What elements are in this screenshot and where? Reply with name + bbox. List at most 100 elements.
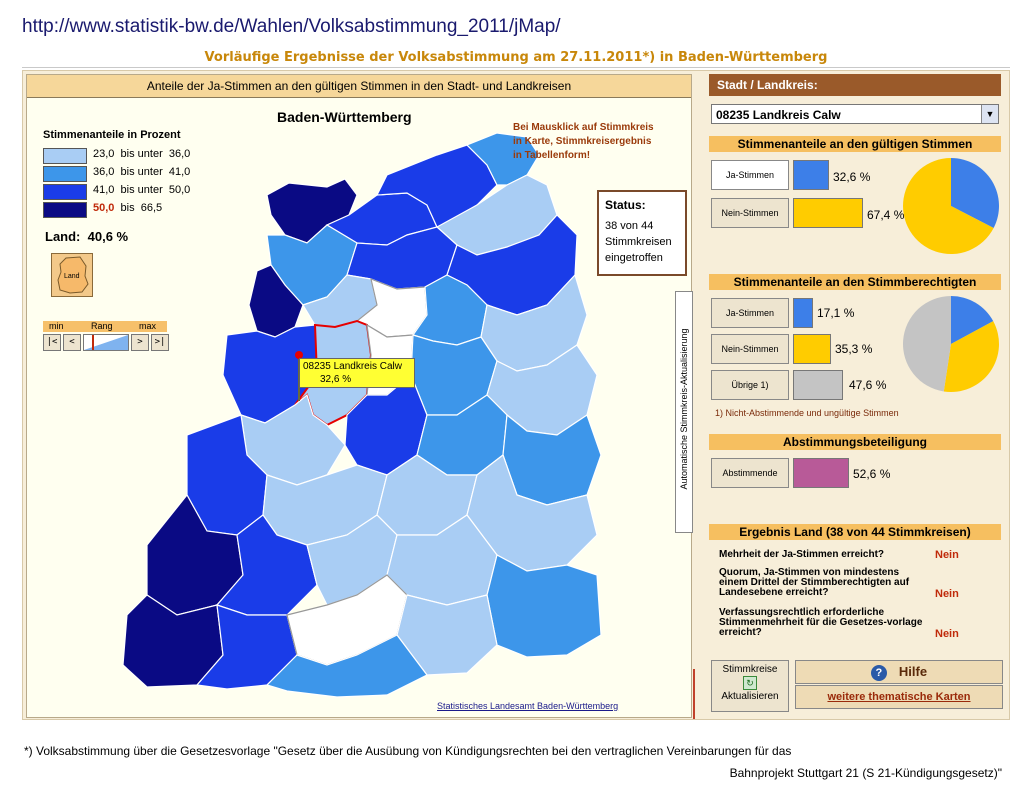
refresh-icon: ↻	[743, 676, 757, 690]
legend-from: 23,0	[93, 148, 115, 160]
map-panel-title: Anteile der Ja-Stimmen an den gültigen S…	[27, 75, 691, 98]
rank-max-label: max	[139, 321, 157, 331]
legend-to: 41,0	[168, 166, 191, 178]
legend-sep: bis unter	[120, 148, 163, 160]
result-answer: Nein	[935, 549, 959, 561]
section-valid-votes: Stimmenanteile an den gültigen Stimmen	[709, 136, 1001, 152]
result-question: Quorum, Ja-Stimmen von mindestens einem …	[719, 567, 910, 598]
rank-last-button[interactable]: >|	[151, 334, 169, 351]
choropleth-map[interactable]	[27, 75, 691, 717]
valid-yes-bar	[793, 160, 829, 190]
status-line: 38 von 44	[605, 220, 654, 232]
no-votes-button[interactable]: Nein-Stimmen	[711, 198, 789, 228]
legend-from: 41,0	[93, 184, 115, 196]
rank-first-button[interactable]: |<	[43, 334, 61, 351]
other-votes-button[interactable]: Übrige 1)	[711, 370, 789, 400]
land-map-icon[interactable]: Land	[51, 253, 93, 297]
rank-slider-thumb	[92, 335, 94, 350]
eligible-yes-bar	[793, 298, 813, 328]
legend-sep: bis	[120, 202, 135, 214]
pie-slice	[903, 296, 951, 392]
hint-line: in Tabellenform!	[513, 150, 591, 161]
result-question: Mehrheit der Ja-Stimmen erreicht?	[719, 549, 885, 560]
legend-from: 50,0	[93, 202, 115, 214]
legend-swatch	[43, 166, 87, 182]
map-panel: Anteile der Ja-Stimmen an den gültigen S…	[26, 74, 693, 718]
eligible-no-bar	[793, 334, 831, 364]
hint-line: in Karte, Stimmkreisergebnis	[513, 136, 652, 147]
eligible-other-bar	[793, 370, 843, 400]
hint-line: Bei Mausklick auf Stimmkreis	[513, 122, 654, 133]
valid-votes-pie	[903, 158, 999, 254]
auto-refresh-toggle[interactable]: Automatische Stimmkreis-Aktualisierung	[675, 291, 693, 533]
yes-votes-button[interactable]: Ja-Stimmen	[711, 160, 789, 190]
pie-slice	[903, 158, 994, 254]
refresh-label-bottom: Aktualisieren	[721, 691, 779, 702]
more-maps-link[interactable]: weitere thematische Karten	[795, 685, 1003, 709]
footnote-other: 1) Nicht-Abstimmende und ungültige Stimm…	[715, 408, 899, 418]
eligible-yes-value: 17,1 %	[817, 306, 855, 320]
divider	[22, 67, 1010, 68]
legend-item: 36,0 bis unter 41,0	[43, 165, 203, 182]
turnout-button[interactable]: Abstimmende	[711, 458, 789, 488]
rank-slider[interactable]	[83, 334, 129, 351]
chevron-down-icon: ▼	[981, 105, 998, 123]
district-header: Stadt / Landkreis:	[709, 74, 1001, 96]
auto-refresh-label: Automatische Stimmkreis-Aktualisierung	[679, 328, 689, 490]
section-state-result: Ergebnis Land (38 von 44 Stimmkreisen)	[709, 524, 1001, 540]
pie-slice	[943, 321, 999, 392]
status-line: eingetroffen	[605, 252, 663, 264]
valid-yes-value: 32,6 %	[833, 170, 871, 184]
legend-to: 50,0	[168, 184, 191, 196]
help-button[interactable]: ? Hilfe	[795, 660, 1003, 684]
eligible-no-button[interactable]: Nein-Stimmen	[711, 334, 789, 364]
help-label: Hilfe	[898, 664, 928, 679]
district-select-value: 08235 Landkreis Calw	[716, 108, 841, 122]
result-answer: Nein	[935, 628, 959, 640]
legend-swatch	[43, 202, 87, 218]
result-panel: Stadt / Landkreis: 08235 Landkreis Calw …	[709, 74, 1003, 716]
election-app: Anteile der Ja-Stimmen an den gültigen S…	[22, 70, 1010, 720]
status-line: Stimmkreisen	[605, 236, 672, 248]
rank-label: Rang	[91, 321, 113, 331]
valid-no-bar	[793, 198, 863, 228]
section-eligible-votes: Stimmenanteile an den Stimmberechtigten	[709, 274, 1001, 290]
rank-control: min Rang max |< < > >|	[43, 321, 169, 351]
land-result: Land: 40,6 %	[45, 229, 128, 244]
region-title: Baden-Württemberg	[277, 109, 412, 125]
help-icon: ?	[870, 665, 887, 681]
rank-slider-graphic	[84, 335, 128, 350]
map-hint: Bei Mausklick auf Stimmkreis in Karte, S…	[513, 121, 654, 163]
district-region	[486, 554, 602, 658]
valid-no-value: 67,4 %	[867, 208, 905, 222]
turnout-bar	[793, 458, 849, 488]
credit-link[interactable]: Statistisches Landesamt Baden-Württember…	[437, 701, 619, 711]
turnout-value: 52,6 %	[853, 467, 891, 481]
rank-prev-button[interactable]: <	[63, 334, 81, 351]
rank-next-button[interactable]: >	[131, 334, 149, 351]
calw-marker-dot	[295, 351, 303, 359]
eligible-no-value: 35,3 %	[835, 342, 873, 356]
pie-slice	[951, 158, 999, 229]
land-value: 40,6 %	[87, 229, 129, 244]
section-turnout: Abstimmungsbeteiligung	[709, 434, 1001, 450]
land-icon-label: Land	[64, 273, 80, 280]
panel-divider	[693, 669, 695, 719]
result-answer: Nein	[935, 588, 959, 600]
legend-item: 41,0 bis unter 50,0	[43, 183, 203, 200]
land-shape-icon: Land	[57, 256, 89, 294]
footnote-line-1: *) Volksabstimmung über die Gesetzesvorl…	[24, 744, 792, 758]
legend-swatch	[43, 148, 87, 164]
refresh-districts-button[interactable]: Stimmkreise ↻ Aktualisieren	[711, 660, 789, 712]
eligible-other-value: 47,6 %	[849, 378, 887, 392]
rank-header: min Rang max	[43, 321, 167, 332]
district-select[interactable]: 08235 Landkreis Calw ▼	[711, 104, 999, 124]
eligible-yes-button[interactable]: Ja-Stimmen	[711, 298, 789, 328]
district-tooltip: 08235 Landkreis Calw 32,6 %	[299, 358, 415, 388]
rank-min-label: min	[49, 321, 64, 331]
page-url: http://www.statistik-bw.de/Wahlen/Volksa…	[22, 16, 561, 37]
legend-to: 36,0	[168, 148, 191, 160]
legend-from: 36,0	[93, 166, 115, 178]
refresh-label-top: Stimmkreise	[722, 664, 778, 675]
legend-title: Stimmenanteile in Prozent	[43, 129, 181, 141]
